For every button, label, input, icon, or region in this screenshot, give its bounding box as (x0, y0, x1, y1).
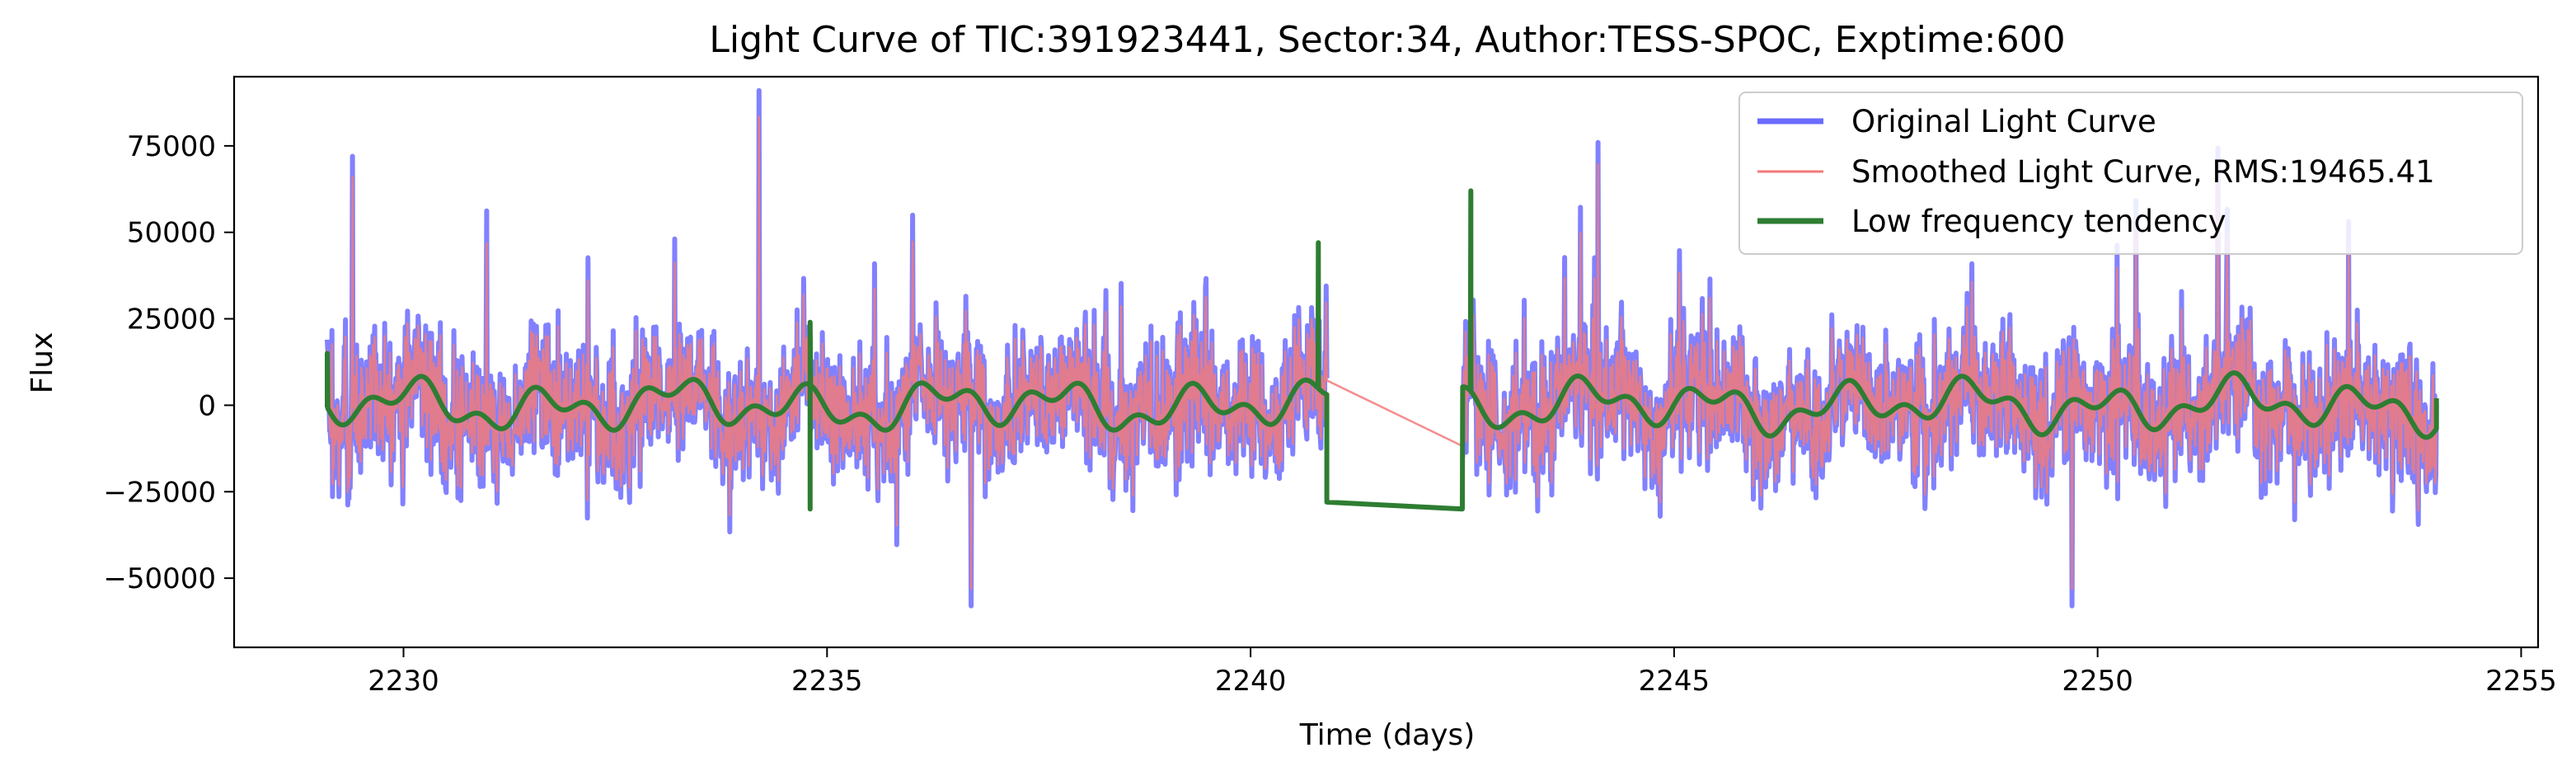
x-tick-label: 2255 (2485, 665, 2557, 698)
legend-label-smoothed: Smoothed Light Curve, RMS:19465.41 (1851, 154, 2435, 190)
chart-title: Light Curve of TIC:391923441, Sector:34,… (709, 19, 2065, 61)
y-tick-label: 50000 (127, 217, 216, 250)
x-tick-label: 2245 (1639, 665, 1710, 698)
legend-label-original: Original Light Curve (1851, 104, 2156, 139)
y-tick-label: −25000 (103, 476, 216, 509)
legend: Original Light Curve Smoothed Light Curv… (1738, 92, 2523, 255)
y-axis-label: Flux (26, 332, 59, 394)
x-axis: 2230 2235 2240 2245 2250 2255 (368, 647, 2557, 698)
legend-box (1738, 92, 2523, 255)
legend-label-tendency: Low frequency tendency (1851, 204, 2226, 239)
x-axis-label: Time (days) (1299, 718, 1476, 752)
plot-frame (232, 75, 2540, 649)
x-tick-label: 2250 (2062, 665, 2133, 698)
x-tick-label: 2235 (791, 665, 863, 698)
y-tick-label: −50000 (103, 562, 216, 595)
x-tick-label: 2240 (1215, 665, 1287, 698)
y-tick-label: 25000 (127, 303, 216, 336)
x-tick-label: 2230 (368, 665, 439, 698)
plot-area (232, 75, 2540, 649)
y-tick-label: 0 (198, 389, 216, 422)
series-smoothed-line (326, 115, 2438, 590)
series-tendency-line (325, 188, 2439, 512)
series-layer (325, 87, 2439, 609)
y-axis: −50000 −25000 0 25000 50000 75000 (103, 130, 234, 595)
y-tick-label: 75000 (127, 130, 216, 163)
